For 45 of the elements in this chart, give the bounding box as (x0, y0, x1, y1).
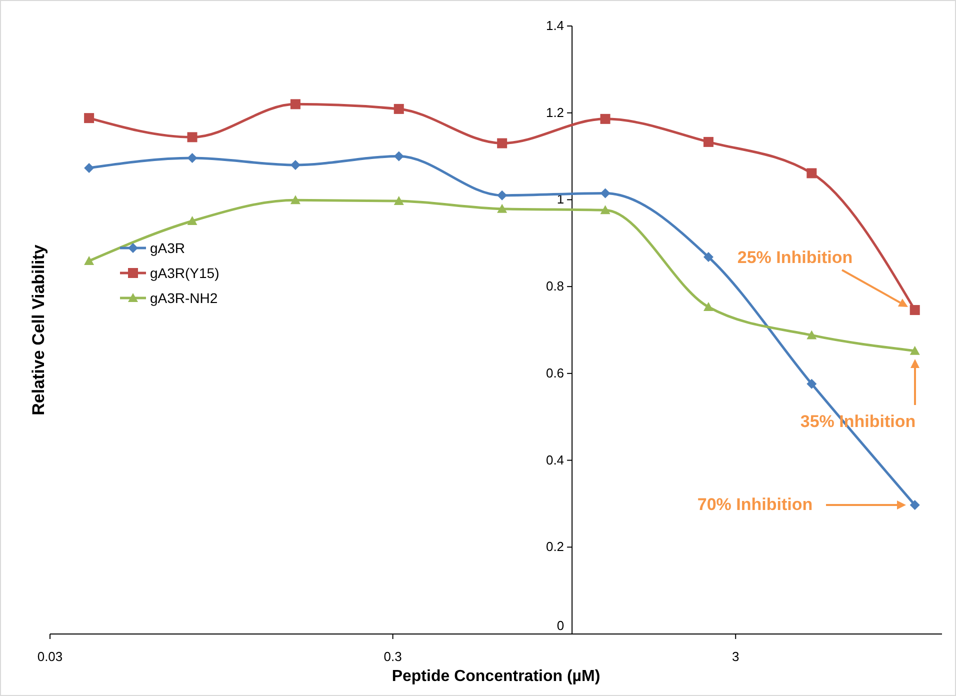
point (497, 138, 508, 148)
point (187, 216, 198, 225)
legend-label: gA3R(Y15) (150, 265, 220, 281)
point (703, 136, 714, 147)
legend-label: gA3R (150, 240, 186, 256)
point (806, 168, 817, 178)
point (187, 132, 198, 142)
point (394, 104, 404, 114)
x-tick-label: 3 (732, 649, 740, 664)
point (187, 153, 198, 164)
annotation: 70% Inhibition (697, 495, 813, 514)
point (703, 302, 714, 311)
y-tick-label: 0.6 (546, 365, 564, 380)
point (394, 151, 404, 162)
point (600, 114, 610, 124)
point (497, 204, 508, 213)
point (806, 330, 817, 340)
point (910, 500, 920, 510)
y-tick-label: 1.2 (546, 104, 564, 120)
point (497, 190, 508, 200)
point (600, 205, 610, 214)
y-tick-label: 0.8 (546, 278, 564, 294)
point (290, 195, 300, 204)
y-axis-title: Relative Cell Viability (29, 244, 48, 416)
point (84, 163, 94, 174)
x-tick-label: 0.3 (384, 649, 402, 664)
point (290, 160, 300, 170)
point (910, 305, 920, 316)
y-tick-label: 1 (556, 192, 564, 207)
y-tick-label: 0.4 (546, 452, 564, 468)
x-tick-label: 0.03 (37, 649, 63, 664)
x-axis-title: Peptide Concentration (µM) (392, 668, 600, 685)
point (290, 99, 300, 110)
point (84, 113, 94, 124)
annotation: 25% Inhibition (737, 248, 853, 267)
point (910, 346, 920, 355)
point (806, 378, 817, 389)
y-tick-label: 1.4 (546, 18, 564, 33)
legend-label: gA3R-NH2 (150, 290, 218, 306)
point (84, 256, 94, 265)
point (703, 252, 714, 262)
y-tick-label: 0.2 (546, 539, 564, 554)
y-tick-label: 0 (556, 618, 564, 633)
point (600, 188, 610, 198)
point (394, 196, 404, 206)
